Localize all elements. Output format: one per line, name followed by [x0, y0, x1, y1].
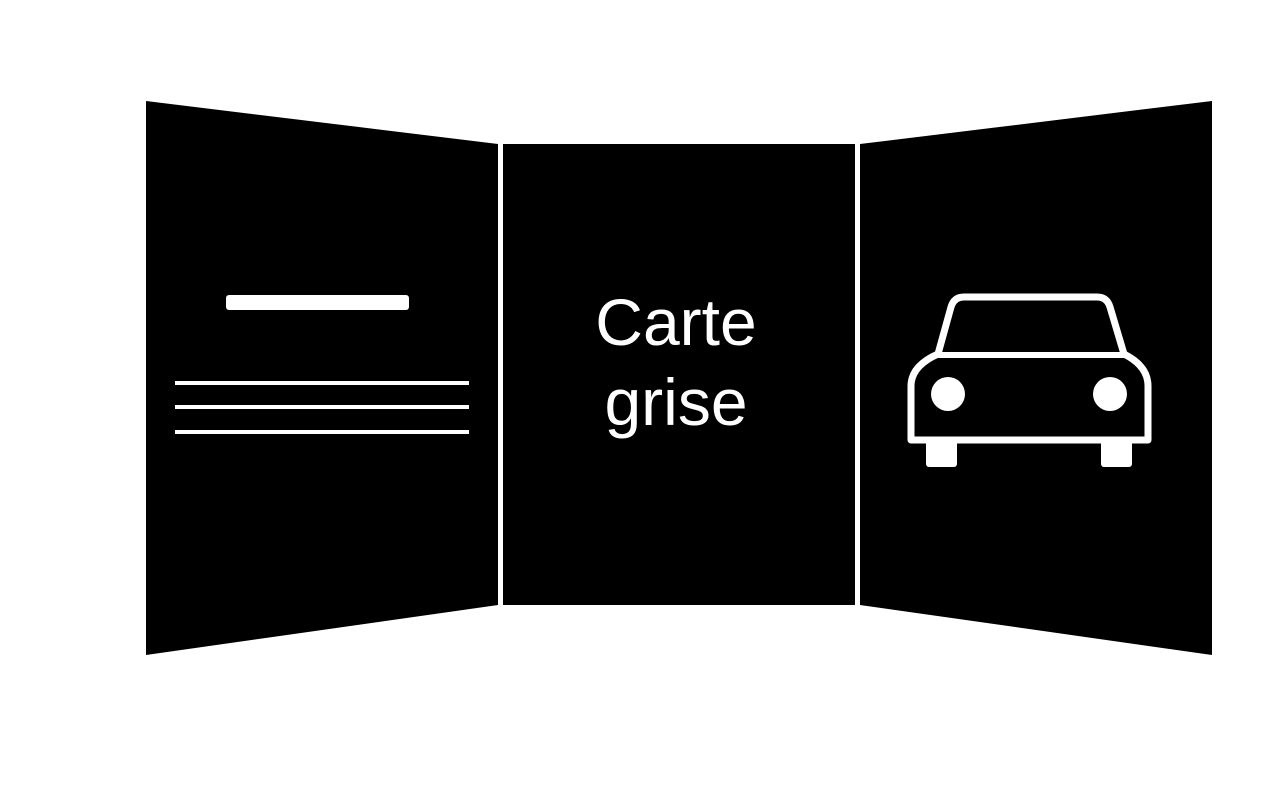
left-panel [146, 101, 498, 655]
car-headlight-right [1093, 377, 1127, 411]
car-headlight-left [931, 377, 965, 411]
left-panel-shape [146, 101, 498, 655]
document-text-line [175, 381, 469, 385]
card-title-line-1: Carte [595, 285, 756, 359]
document-heading-bar [226, 295, 409, 310]
middle-panel-shape [503, 144, 855, 605]
document-text-line [175, 430, 469, 434]
car-body [907, 293, 1152, 444]
car-wheel-left [926, 436, 957, 467]
car-front-icon [907, 293, 1152, 467]
document-text-line [175, 405, 469, 409]
right-panel [860, 101, 1212, 655]
middle-panel: Carte grise [503, 144, 855, 605]
card-title-line-2: grise [604, 365, 747, 439]
document-lines-icon [175, 295, 469, 434]
car-wheel-right [1101, 436, 1132, 467]
